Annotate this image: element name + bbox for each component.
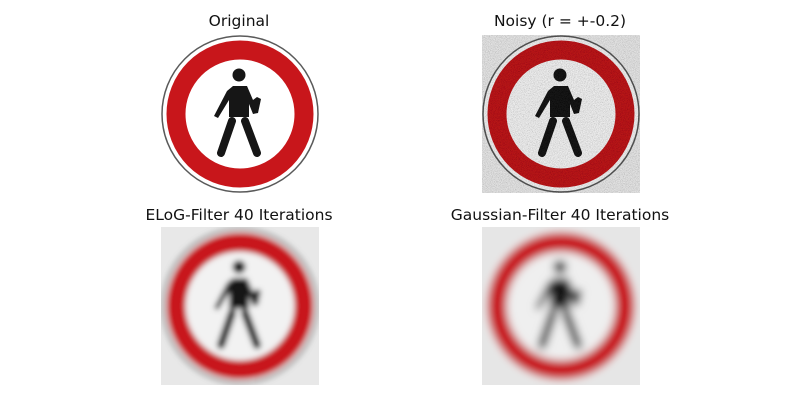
panel-title-gaussian: Gaussian-Filter 40 Iterations [450, 206, 670, 224]
panel-title-elog: ELoG-Filter 40 Iterations [145, 206, 333, 224]
pedestrian-icon [214, 68, 261, 157]
panel-title-noisy: Noisy (r = +-0.2) [493, 12, 627, 30]
noisy-sign-image [482, 35, 640, 193]
no-pedestrians-sign-icon [161, 35, 319, 193]
elog-filtered-sign-image [161, 227, 319, 385]
gaussian-filtered-sign-image [482, 227, 640, 385]
original-sign-image [161, 35, 319, 193]
panel-title-original: Original [208, 12, 270, 30]
